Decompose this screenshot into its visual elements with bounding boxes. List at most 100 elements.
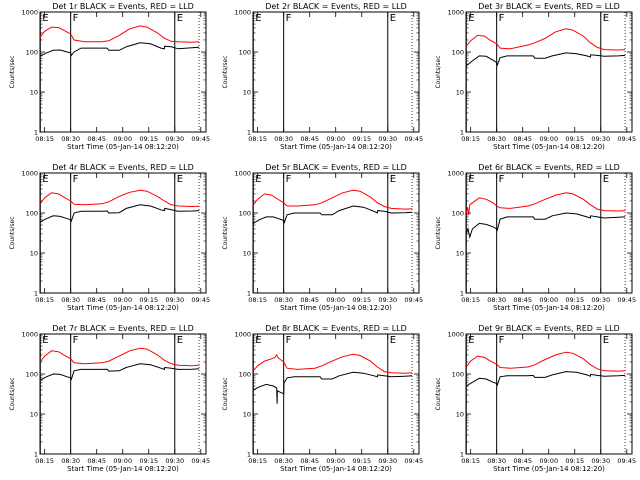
chart-panel: Det 4r BLACK = Events, RED = LLD 1 10 100 10… xyxy=(9,163,210,312)
y-tick-label: 1000 xyxy=(21,9,38,17)
y-axis-label: Counts/sec xyxy=(222,377,229,410)
series-line xyxy=(252,353,413,374)
x-tick-label: 09:15 xyxy=(565,135,584,143)
x-tick-label: 09:30 xyxy=(165,457,184,465)
chart-title: Det 8r BLACK = Events, RED = LLD xyxy=(265,324,407,333)
series-line xyxy=(465,351,626,372)
marker-label: E xyxy=(255,335,261,346)
x-tick-label: 09:45 xyxy=(617,457,636,465)
x-tick-label: 08:30 xyxy=(61,296,80,304)
x-tick-label: 09:45 xyxy=(404,296,423,304)
chart-title: Det 4r BLACK = Events, RED = LLD xyxy=(52,163,194,172)
marker-label: F xyxy=(286,174,292,185)
x-tick-label: 09:15 xyxy=(352,457,371,465)
y-tick-label: 10 xyxy=(30,89,38,97)
chart-title: Det 9r BLACK = Events, RED = LLD xyxy=(478,324,620,333)
y-tick-label: 1 xyxy=(460,290,464,298)
series-line xyxy=(40,42,200,58)
x-tick-label: 09:00 xyxy=(539,457,558,465)
plot-frame xyxy=(39,11,207,133)
x-tick-label: 09:15 xyxy=(139,135,158,143)
marker-label: F xyxy=(286,335,292,346)
x-axis-label: Start Time (05-Jan-14 08:12:20) xyxy=(67,143,179,151)
y-tick-label: 10 xyxy=(30,411,38,419)
series-line xyxy=(253,371,413,404)
chart-panel: Det 7r BLACK = Events, RED = LLD 1 10 100 10… xyxy=(9,324,210,473)
chart-title: Det 6r BLACK = Events, RED = LLD xyxy=(478,163,620,172)
x-tick-label: 09:45 xyxy=(617,135,636,143)
x-tick-label: 09:15 xyxy=(565,296,584,304)
y-tick-label: 1000 xyxy=(447,170,464,178)
y-axis-label: Counts/sec xyxy=(9,55,16,88)
marker-label: E xyxy=(603,174,609,185)
marker-label: E xyxy=(255,174,261,185)
y-tick-label: 100 xyxy=(452,49,464,57)
chart-title: Det 5r BLACK = Events, RED = LLD xyxy=(265,163,407,172)
x-tick-label: 09:00 xyxy=(326,296,345,304)
x-tick-label: 09:45 xyxy=(617,296,636,304)
y-tick-label: 10 xyxy=(456,89,464,97)
marker-label: E xyxy=(468,335,474,346)
x-tick-label: 08:45 xyxy=(513,135,532,143)
x-tick-label: 08:15 xyxy=(35,296,54,304)
y-tick-label: 10 xyxy=(243,250,251,258)
plot-frame xyxy=(465,172,633,294)
y-tick-label: 1 xyxy=(247,129,251,137)
x-tick-label: 09:45 xyxy=(404,457,423,465)
x-tick-label: 08:15 xyxy=(248,457,267,465)
series-line xyxy=(465,52,626,67)
x-tick-label: 08:15 xyxy=(461,457,480,465)
x-tick-label: 08:45 xyxy=(87,296,106,304)
y-tick-label: 1000 xyxy=(21,331,38,339)
x-tick-label: 08:15 xyxy=(248,135,267,143)
series-line xyxy=(39,347,200,367)
x-axis-label: Start Time (05-Jan-14 08:12:20) xyxy=(280,304,392,312)
y-tick-label: 1 xyxy=(34,451,38,459)
y-tick-label: 1000 xyxy=(234,9,251,17)
x-tick-label: 09:45 xyxy=(191,296,210,304)
x-tick-label: 08:45 xyxy=(513,296,532,304)
y-tick-label: 10 xyxy=(243,411,251,419)
y-tick-label: 100 xyxy=(452,210,464,218)
y-axis-label: Counts/sec xyxy=(9,377,16,410)
y-tick-label: 100 xyxy=(239,371,251,379)
chart-title: Det 7r BLACK = Events, RED = LLD xyxy=(52,324,194,333)
x-tick-label: 09:30 xyxy=(165,296,184,304)
x-tick-label: 08:45 xyxy=(300,135,319,143)
marker-label: F xyxy=(499,13,505,24)
x-tick-label: 08:30 xyxy=(274,135,293,143)
x-tick-label: 09:00 xyxy=(539,135,558,143)
y-tick-label: 1000 xyxy=(234,331,251,339)
x-tick-label: 08:30 xyxy=(61,457,80,465)
y-tick-label: 100 xyxy=(452,371,464,379)
x-axis-label: Start Time (05-Jan-14 08:12:20) xyxy=(280,465,392,473)
x-tick-label: 09:45 xyxy=(404,135,423,143)
plot-frame xyxy=(252,172,420,294)
y-tick-label: 10 xyxy=(243,89,251,97)
marker-label: E xyxy=(177,174,183,185)
x-axis-label: Start Time (05-Jan-14 08:12:20) xyxy=(280,143,392,151)
x-tick-label: 09:30 xyxy=(591,135,610,143)
marker-label: E xyxy=(42,174,48,185)
y-axis-label: Counts/sec xyxy=(435,216,442,249)
marker-label: E xyxy=(390,13,396,24)
chart-panel: Det 1r BLACK = Events, RED = LLD 1 10 100 10… xyxy=(9,2,210,151)
chart-panel: Det 9r BLACK = Events, RED = LLD 1 10 100 10… xyxy=(435,324,636,473)
x-tick-label: 09:00 xyxy=(326,457,345,465)
x-tick-label: 08:30 xyxy=(274,296,293,304)
y-tick-label: 1000 xyxy=(447,331,464,339)
chart-panel: Det 2r BLACK = Events, RED = LLD 1 10 100 10… xyxy=(222,2,423,151)
x-tick-label: 08:15 xyxy=(35,135,54,143)
y-tick-label: 1000 xyxy=(447,9,464,17)
x-tick-label: 08:30 xyxy=(487,135,506,143)
x-tick-label: 09:30 xyxy=(378,457,397,465)
chart-title: Det 3r BLACK = Events, RED = LLD xyxy=(478,2,620,11)
marker-label: F xyxy=(73,13,79,24)
y-axis-label: Counts/sec xyxy=(435,377,442,410)
plot-frame xyxy=(252,333,420,455)
series-line xyxy=(39,25,200,43)
x-tick-label: 09:15 xyxy=(139,296,158,304)
marker-label: F xyxy=(73,174,79,185)
marker-label: E xyxy=(42,335,48,346)
